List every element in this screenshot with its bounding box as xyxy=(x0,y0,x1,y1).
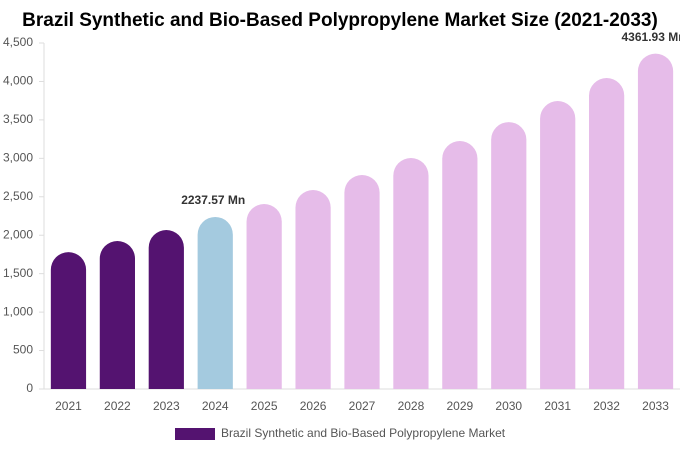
value-label: 2237.57 Mn xyxy=(181,193,245,207)
bar xyxy=(197,216,233,389)
x-tick-label: 2022 xyxy=(104,399,131,413)
x-tick-label: 2025 xyxy=(251,399,278,413)
y-tick-label: 3,500 xyxy=(3,112,33,126)
bar xyxy=(99,240,135,389)
bar xyxy=(148,229,184,389)
value-label: 4361.93 Mn xyxy=(622,30,680,44)
chart-title: Brazil Synthetic and Bio-Based Polypropy… xyxy=(22,10,658,31)
y-tick-label: 0 xyxy=(26,381,33,395)
bar xyxy=(50,252,87,389)
y-tick-label: 4,500 xyxy=(3,35,33,49)
x-tick-label: 2033 xyxy=(642,399,669,413)
bar xyxy=(295,190,331,389)
bar xyxy=(393,158,429,389)
x-tick-label: 2026 xyxy=(300,399,327,413)
x-tick-label: 2021 xyxy=(55,399,82,413)
y-tick-label: 4,000 xyxy=(3,74,33,88)
bar xyxy=(344,175,380,389)
y-tick-label: 1,500 xyxy=(3,266,33,280)
x-tick-label: 2023 xyxy=(153,399,180,413)
x-tick-label: 2027 xyxy=(349,399,376,413)
legend-label: Brazil Synthetic and Bio-Based Polypropy… xyxy=(221,426,506,440)
bar xyxy=(442,141,478,389)
y-tick-label: 3,000 xyxy=(3,151,33,165)
y-tick-label: 2,000 xyxy=(3,227,33,241)
bar xyxy=(637,53,674,389)
x-tick-label: 2024 xyxy=(202,399,229,413)
legend-swatch xyxy=(175,428,215,440)
x-tick-label: 2032 xyxy=(593,399,620,413)
x-tick-label: 2031 xyxy=(544,399,571,413)
x-tick-label: 2029 xyxy=(446,399,473,413)
y-tick-label: 1,000 xyxy=(3,304,33,318)
bar xyxy=(246,204,282,389)
x-tick-label: 2030 xyxy=(495,399,522,413)
y-tick-label: 500 xyxy=(13,343,33,357)
bar xyxy=(540,101,576,389)
bar xyxy=(589,78,625,389)
bar xyxy=(491,122,527,389)
x-tick-label: 2028 xyxy=(398,399,425,413)
y-tick-label: 2,500 xyxy=(3,189,33,203)
